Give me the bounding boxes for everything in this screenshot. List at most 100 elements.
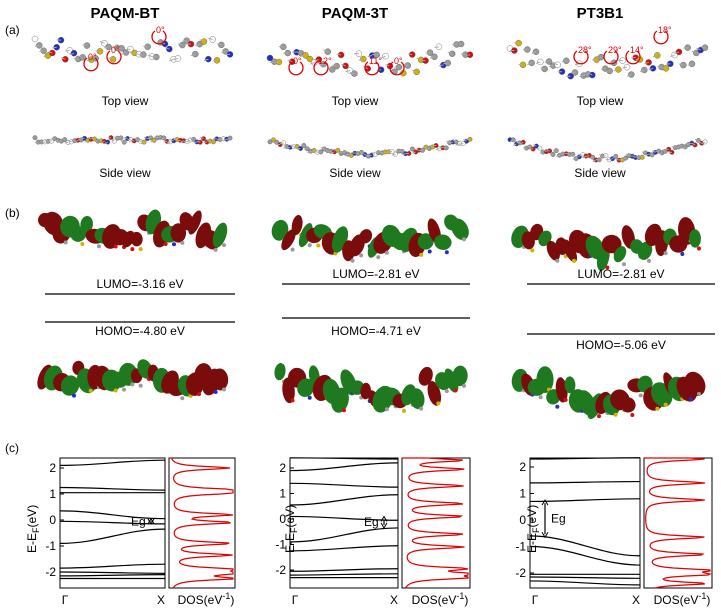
- bond: [347, 153, 352, 156]
- orbital-lobe: [637, 241, 653, 260]
- bond: [212, 59, 218, 62]
- bond: [698, 141, 702, 144]
- band: [289, 457, 399, 460]
- bond: [416, 57, 422, 61]
- homo-label: HOMO=-5.06 eV: [576, 338, 666, 352]
- atom: [622, 262, 626, 267]
- bond: [301, 54, 306, 57]
- k-label: Γ: [532, 593, 539, 607]
- k-label: X: [390, 593, 398, 607]
- bond: [60, 57, 66, 60]
- bond: [44, 139, 49, 142]
- y-axis-label-part: E-E: [525, 533, 539, 553]
- bond: [391, 153, 396, 156]
- bond: [691, 50, 697, 54]
- atom: [138, 247, 143, 252]
- orbital-lobe: [621, 397, 636, 413]
- bond: [358, 58, 364, 61]
- bond: [661, 66, 667, 69]
- atom: [122, 387, 126, 392]
- bond: [648, 67, 654, 71]
- bond: [114, 136, 118, 139]
- atom: [138, 383, 143, 388]
- orbital-lobe: [536, 366, 554, 394]
- bond: [408, 148, 413, 152]
- bond: [587, 72, 593, 76]
- band: [59, 528, 166, 544]
- atom: [180, 396, 185, 401]
- torsion-angle: 0°: [111, 45, 120, 55]
- bond: [221, 50, 226, 53]
- band: [289, 462, 399, 472]
- torsion-angle: 28°: [578, 45, 592, 55]
- orbital-lobe: [409, 388, 425, 410]
- orbital-lobe: [122, 230, 135, 248]
- gap-label: Eg: [551, 512, 566, 526]
- dos-axis-label: DOS(eV-1): [178, 591, 235, 607]
- bond: [378, 150, 383, 154]
- view-label: Side view: [329, 166, 381, 180]
- angle-arc: [151, 30, 167, 45]
- atom: [597, 414, 601, 419]
- orbital-lobe: [418, 366, 433, 386]
- bond: [678, 63, 684, 66]
- angle-arc: [364, 61, 380, 76]
- bond: [694, 138, 699, 141]
- dos-curve: [644, 457, 712, 589]
- y-axis-label: E-EF(eV): [525, 505, 541, 553]
- band: [529, 545, 641, 566]
- bond: [341, 151, 345, 154]
- orbital-lobe: [417, 233, 434, 250]
- y-axis-label-part: (eV): [525, 505, 539, 528]
- y-tick-label: 0: [519, 513, 526, 527]
- bond: [429, 144, 433, 148]
- atom: [222, 387, 226, 392]
- bond: [385, 64, 391, 67]
- orbital-lobe: [359, 229, 373, 244]
- bond: [388, 150, 393, 153]
- view-label: Side view: [99, 166, 151, 180]
- atom: [130, 382, 135, 387]
- atom: [359, 253, 364, 258]
- bond: [307, 150, 311, 154]
- atom: [563, 397, 568, 402]
- angle-arc: [653, 30, 669, 45]
- bond: [548, 65, 554, 68]
- bond: [160, 137, 165, 141]
- bond: [94, 139, 98, 142]
- bond: [223, 138, 227, 142]
- bond: [371, 152, 376, 155]
- bond: [340, 63, 346, 67]
- panel-label: (b): [5, 206, 20, 220]
- arrow-head: [147, 517, 155, 525]
- dos-axis-label-part: ): [464, 593, 468, 607]
- orbital-lobe: [684, 371, 706, 397]
- atom: [462, 237, 466, 242]
- atom: [97, 244, 101, 249]
- atom: [663, 402, 668, 407]
- band: [59, 459, 166, 466]
- orbital-lobe: [434, 234, 452, 250]
- bond: [609, 61, 615, 64]
- k-label: Γ: [62, 593, 69, 607]
- bond: [465, 54, 471, 56]
- bond: [438, 64, 444, 67]
- orbital-lobe: [170, 223, 187, 243]
- bond: [681, 146, 686, 149]
- orbital-lobe: [689, 229, 701, 248]
- bond: [625, 153, 630, 157]
- column-title: PT3B1: [577, 5, 624, 22]
- band: [529, 457, 641, 460]
- y-tick-label: 0: [49, 513, 56, 527]
- orbital-lobe: [562, 239, 578, 263]
- bond: [196, 140, 201, 143]
- torsion-angle: 12°: [318, 56, 332, 66]
- bond: [556, 154, 560, 158]
- bond: [58, 140, 62, 143]
- orbital-lobe: [452, 365, 468, 387]
- bond: [34, 141, 39, 144]
- bond: [99, 41, 105, 44]
- bond: [519, 141, 524, 145]
- bond: [314, 59, 320, 62]
- bond: [121, 52, 127, 55]
